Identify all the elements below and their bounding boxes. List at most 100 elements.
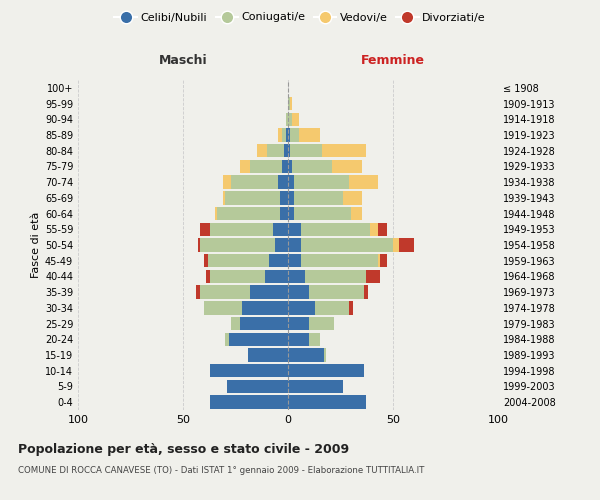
Bar	[288, 128, 290, 141]
Bar	[275, 238, 288, 252]
Y-axis label: Fasce di età: Fasce di età	[31, 212, 41, 278]
Bar	[288, 270, 305, 283]
Bar	[288, 207, 295, 220]
Bar	[229, 332, 288, 346]
Bar	[215, 207, 217, 220]
Bar	[200, 286, 250, 299]
Bar	[295, 176, 349, 189]
Bar	[204, 301, 242, 314]
Bar	[208, 254, 269, 268]
Bar	[250, 160, 282, 173]
Bar	[232, 317, 240, 330]
Bar	[223, 191, 225, 204]
Bar	[301, 254, 379, 268]
Bar	[286, 128, 288, 141]
Bar	[332, 160, 361, 173]
Bar	[200, 238, 275, 252]
Bar	[288, 97, 290, 110]
Bar	[316, 301, 349, 314]
Bar	[282, 128, 286, 141]
Bar	[284, 144, 288, 158]
Bar	[277, 176, 288, 189]
Bar	[242, 301, 288, 314]
Bar	[400, 238, 414, 252]
Bar	[370, 222, 379, 236]
Bar	[240, 317, 288, 330]
Bar	[288, 160, 292, 173]
Bar	[292, 112, 299, 126]
Bar	[248, 348, 288, 362]
Bar	[227, 380, 288, 393]
Y-axis label: Anni di nascita: Anni di nascita	[597, 204, 600, 286]
Bar	[257, 144, 267, 158]
Bar	[288, 380, 343, 393]
Bar	[288, 238, 301, 252]
Bar	[351, 207, 361, 220]
Bar	[288, 396, 366, 409]
Bar	[343, 191, 361, 204]
Bar	[309, 332, 320, 346]
Bar	[196, 286, 200, 299]
Bar	[286, 112, 288, 126]
Bar	[301, 238, 393, 252]
Text: Femmine: Femmine	[361, 54, 425, 68]
Bar	[324, 348, 326, 362]
Bar	[305, 270, 366, 283]
Bar	[288, 332, 309, 346]
Bar	[288, 191, 295, 204]
Bar	[217, 207, 280, 220]
Bar	[380, 254, 387, 268]
Bar	[280, 191, 288, 204]
Bar	[288, 254, 301, 268]
Bar	[288, 286, 309, 299]
Legend: Celibi/Nubili, Coniugati/e, Vedovi/e, Divorziati/e: Celibi/Nubili, Coniugati/e, Vedovi/e, Di…	[110, 8, 490, 27]
Bar	[198, 238, 200, 252]
Bar	[200, 222, 210, 236]
Bar	[225, 332, 229, 346]
Bar	[364, 286, 368, 299]
Bar	[288, 301, 316, 314]
Text: Popolazione per età, sesso e stato civile - 2009: Popolazione per età, sesso e stato civil…	[18, 442, 349, 456]
Bar	[277, 128, 282, 141]
Bar	[301, 222, 370, 236]
Bar	[292, 160, 332, 173]
Bar	[288, 364, 364, 378]
Bar	[295, 191, 343, 204]
Bar	[290, 128, 299, 141]
Bar	[269, 254, 288, 268]
Bar	[210, 396, 288, 409]
Bar	[223, 176, 232, 189]
Bar	[288, 222, 301, 236]
Bar	[250, 286, 288, 299]
Bar	[288, 317, 309, 330]
Bar	[280, 207, 288, 220]
Bar	[379, 222, 387, 236]
Text: Maschi: Maschi	[158, 54, 208, 68]
Bar	[288, 176, 295, 189]
Bar	[210, 270, 265, 283]
Bar	[225, 191, 280, 204]
Bar	[210, 364, 288, 378]
Text: COMUNE DI ROCCA CANAVESE (TO) - Dati ISTAT 1° gennaio 2009 - Elaborazione TUTTIT: COMUNE DI ROCCA CANAVESE (TO) - Dati IST…	[18, 466, 424, 475]
Bar	[290, 97, 292, 110]
Bar	[309, 317, 334, 330]
Bar	[204, 254, 208, 268]
Bar	[299, 128, 320, 141]
Bar	[288, 112, 292, 126]
Bar	[290, 144, 322, 158]
Bar	[232, 176, 277, 189]
Bar	[282, 160, 288, 173]
Bar	[288, 348, 324, 362]
Bar	[206, 270, 210, 283]
Bar	[211, 222, 274, 236]
Bar	[322, 144, 366, 158]
Bar	[349, 301, 353, 314]
Bar	[288, 144, 290, 158]
Bar	[349, 176, 379, 189]
Bar	[240, 160, 250, 173]
Bar	[267, 144, 284, 158]
Bar	[309, 286, 364, 299]
Bar	[379, 254, 380, 268]
Bar	[295, 207, 351, 220]
Bar	[265, 270, 288, 283]
